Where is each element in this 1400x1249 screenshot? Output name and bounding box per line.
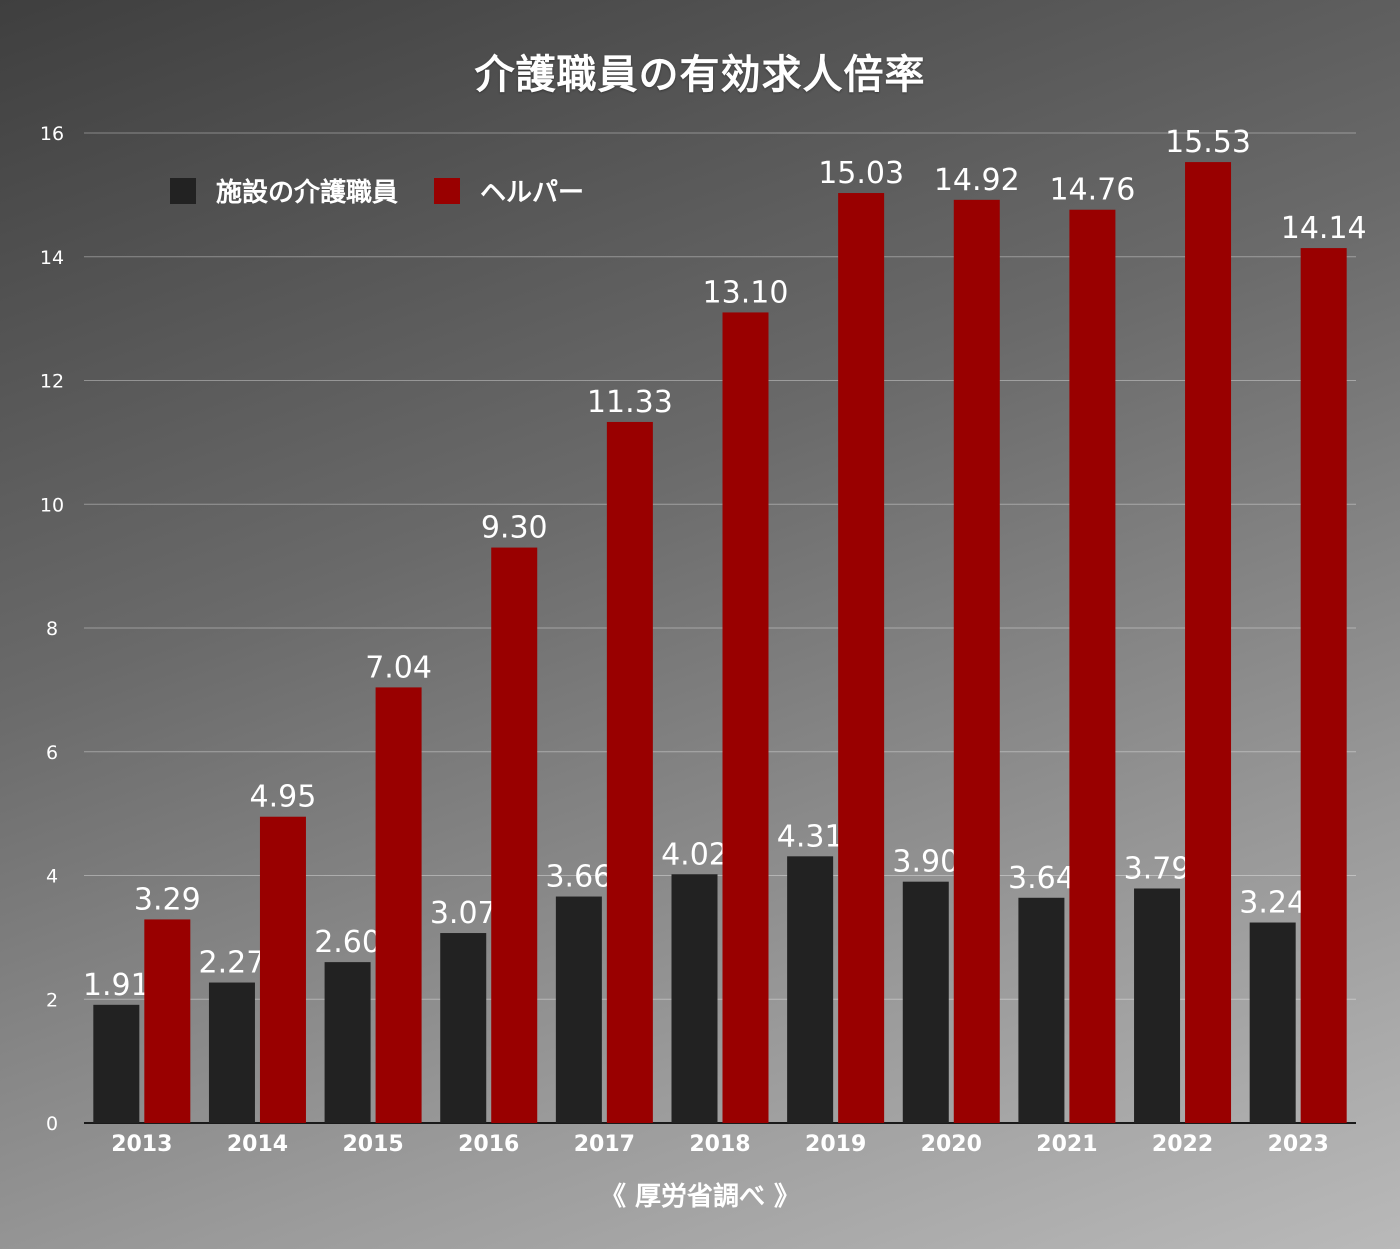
data-label-facility: 2.60 (314, 925, 381, 960)
bar-helper (838, 193, 885, 1124)
data-label-helper: 13.10 (703, 275, 789, 310)
bar-facility (1249, 922, 1296, 1123)
data-label-facility: 2.27 (199, 946, 266, 981)
data-label-facility: 1.91 (83, 968, 150, 1003)
data-label-facility: 3.07 (430, 896, 497, 931)
y-tick-label: 0 (46, 1113, 58, 1135)
legend-swatch-helper (434, 177, 461, 204)
data-label-facility: 3.24 (1239, 886, 1306, 921)
data-label-helper: 9.30 (481, 511, 548, 546)
bar-helper (375, 687, 422, 1123)
x-tick-label: 2018 (689, 1132, 750, 1157)
bar-helper (606, 421, 653, 1123)
data-label-facility: 3.90 (892, 845, 959, 880)
x-tick-label: 2019 (805, 1132, 866, 1157)
bar-facility (902, 881, 949, 1123)
bar-helper (491, 547, 538, 1123)
legend-item-facility: 施設の介護職員 (170, 172, 398, 209)
data-label-facility: 3.64 (1008, 861, 1075, 896)
data-label-facility: 4.02 (661, 837, 728, 872)
data-label-helper: 11.33 (587, 385, 673, 420)
legend-label-helper: ヘルパー (480, 178, 585, 208)
legend-item-helper: ヘルパー (434, 172, 584, 209)
x-tick-label: 2020 (921, 1132, 982, 1157)
source-note: 《 厚労省調べ 》 (599, 1182, 801, 1212)
x-tick-label: 2014 (227, 1132, 288, 1157)
bar-helper (144, 919, 191, 1123)
legend-swatch-facility (170, 177, 196, 204)
bar-helper (722, 312, 769, 1123)
bar-facility (208, 982, 255, 1123)
data-label-facility: 3.79 (1124, 851, 1191, 886)
data-label-helper: 14.76 (1049, 173, 1135, 208)
y-tick-label: 8 (46, 618, 58, 640)
bar-helper (1185, 162, 1232, 1124)
bar-facility (324, 962, 371, 1123)
data-label-helper: 3.29 (134, 882, 201, 917)
y-tick-label: 16 (40, 123, 64, 145)
x-tick-label: 2016 (458, 1132, 519, 1157)
data-label-helper: 15.53 (1165, 125, 1251, 160)
y-tick-label: 6 (46, 742, 58, 764)
bar-helper (259, 816, 306, 1123)
bar-helper (1300, 248, 1347, 1123)
x-tick-label: 2021 (1036, 1132, 1097, 1157)
y-tick-label: 4 (46, 866, 58, 888)
data-label-helper: 14.14 (1281, 211, 1367, 246)
y-tick-label: 12 (40, 371, 64, 393)
bar-helper (1069, 209, 1116, 1124)
data-label-facility: 4.31 (777, 819, 844, 854)
x-tick-label: 2017 (574, 1132, 635, 1157)
y-tick-label: 2 (46, 989, 58, 1011)
x-tick-label: 2022 (1152, 1132, 1213, 1157)
y-tick-label: 14 (40, 247, 64, 269)
y-tick-label: 10 (40, 494, 64, 516)
x-tick-label: 2015 (342, 1132, 403, 1157)
legend-label-facility: 施設の介護職員 (216, 178, 399, 208)
bar-facility (93, 1004, 140, 1123)
bar-facility (1134, 888, 1181, 1123)
bar-facility (440, 933, 487, 1123)
bar-facility (787, 856, 834, 1123)
x-tick-label: 2013 (111, 1132, 172, 1157)
bar-facility (555, 896, 602, 1123)
data-label-helper: 4.95 (250, 780, 317, 815)
legend: 施設の介護職員 ヘルパー (170, 172, 620, 209)
bar-helper (953, 199, 1000, 1123)
data-label-helper: 14.92 (934, 163, 1020, 198)
x-tick-label: 2023 (1268, 1132, 1329, 1157)
bar-facility (1018, 897, 1065, 1123)
data-label-facility: 3.66 (545, 860, 612, 895)
bar-facility (671, 874, 718, 1123)
data-label-helper: 7.04 (365, 650, 432, 685)
chart-title: 介護職員の有効求人倍率 (474, 52, 926, 98)
data-label-helper: 15.03 (818, 156, 904, 191)
